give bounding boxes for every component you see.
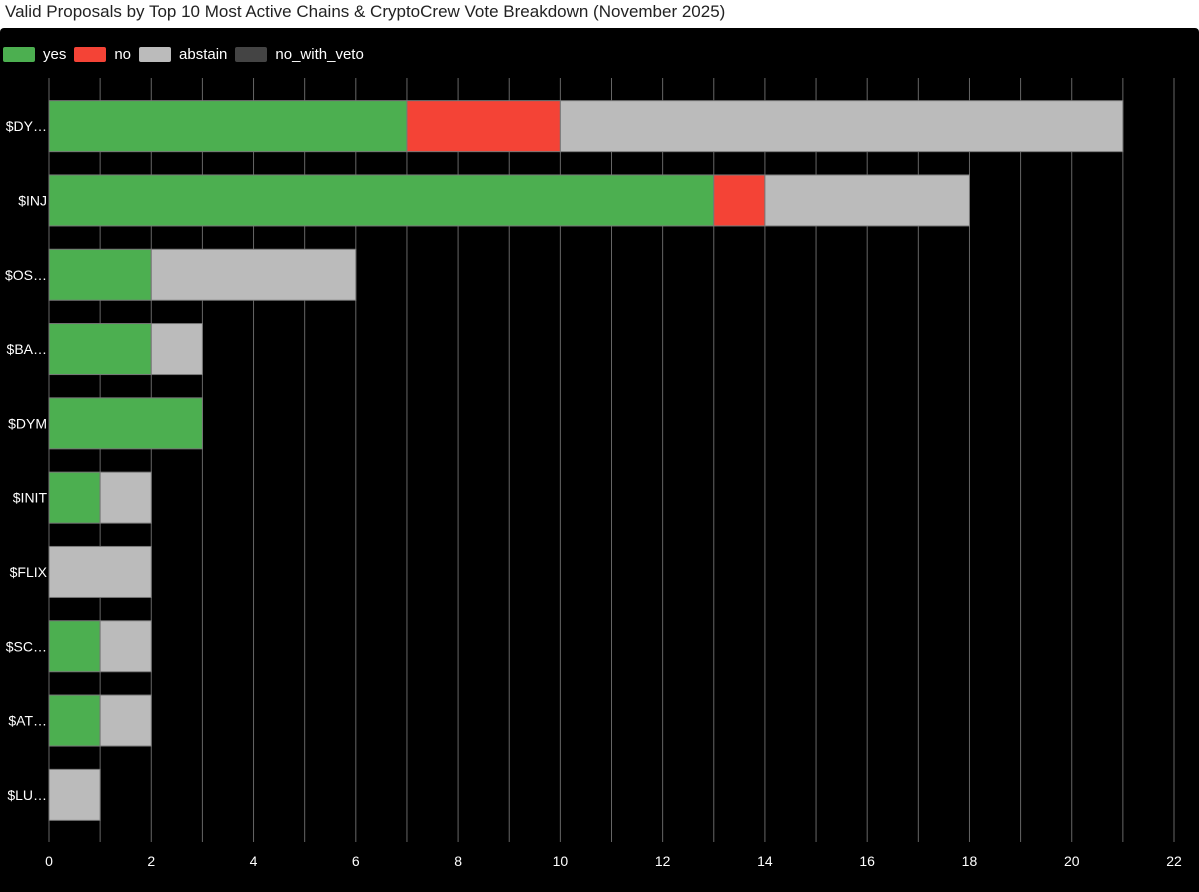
bar-segment-abstain bbox=[764, 174, 970, 227]
y-tick-label: $FLIX bbox=[10, 564, 48, 580]
legend-label: abstain bbox=[179, 45, 228, 63]
chart-legend: yes no abstain no_with_veto bbox=[3, 45, 372, 63]
legend-label: no bbox=[114, 45, 132, 63]
x-tick-label: 4 bbox=[250, 853, 258, 869]
x-tick-label: 8 bbox=[454, 853, 462, 869]
legend-item-abstain[interactable]: abstain bbox=[139, 46, 227, 63]
y-tick-label: $INIT bbox=[13, 490, 48, 506]
y-tick-label: $AT… bbox=[8, 713, 47, 729]
bar-segment-abstain bbox=[150, 248, 357, 301]
legend-label: no_with_veto bbox=[275, 45, 364, 63]
bar-segment-no bbox=[713, 174, 766, 227]
title-bar: Valid Proposals by Top 10 Most Active Ch… bbox=[0, 0, 1199, 28]
y-tick-label: $INJ bbox=[18, 192, 47, 208]
bar-segment-yes bbox=[48, 471, 101, 524]
y-tick-label: $DY… bbox=[6, 118, 47, 134]
legend-item-yes[interactable]: yes bbox=[3, 46, 66, 63]
y-tick-label: $BA… bbox=[7, 341, 47, 357]
y-tick-label: $DYM bbox=[8, 415, 47, 431]
legend-item-no[interactable]: no bbox=[74, 46, 131, 63]
bar-segment-yes bbox=[48, 174, 715, 227]
y-tick-label: $OS… bbox=[5, 267, 47, 283]
x-tick-label: 14 bbox=[757, 853, 773, 869]
bar-segment-yes bbox=[48, 100, 408, 153]
bar-segment-yes bbox=[48, 248, 152, 301]
bar-segment-no bbox=[406, 100, 561, 153]
bar-segment-abstain bbox=[99, 620, 152, 673]
chart-panel bbox=[0, 28, 1199, 892]
bar-segment-abstain bbox=[559, 100, 1124, 153]
bar-segment-yes bbox=[48, 620, 101, 673]
bar-segment-yes bbox=[48, 397, 203, 450]
x-tick-label: 0 bbox=[45, 853, 53, 869]
legend-swatch bbox=[74, 46, 107, 62]
x-tick-label: 20 bbox=[1064, 853, 1080, 869]
legend-item-no_with_veto[interactable]: no_with_veto bbox=[235, 45, 364, 63]
bar-segment-abstain bbox=[150, 323, 203, 376]
x-tick-label: 2 bbox=[147, 853, 155, 869]
legend-swatch bbox=[139, 46, 172, 62]
bar-segment-yes bbox=[48, 323, 152, 376]
x-tick-label: 18 bbox=[962, 853, 978, 869]
chart-title: Valid Proposals by Top 10 Most Active Ch… bbox=[5, 2, 726, 21]
bar-segment-yes bbox=[48, 694, 101, 747]
bar-segment-abstain bbox=[99, 694, 152, 747]
legend-swatch bbox=[3, 46, 35, 62]
y-tick-label: $LU… bbox=[7, 787, 47, 803]
x-tick-label: 10 bbox=[553, 853, 569, 869]
bar-segment-abstain bbox=[99, 471, 152, 524]
legend-label: yes bbox=[43, 45, 67, 63]
bar-segment-abstain bbox=[48, 768, 101, 821]
y-tick-label: $SC… bbox=[6, 638, 47, 654]
bar-segment-abstain bbox=[48, 545, 152, 598]
x-tick-label: 16 bbox=[859, 853, 875, 869]
x-tick-label: 12 bbox=[655, 853, 671, 869]
legend-swatch bbox=[235, 46, 268, 62]
x-tick-label: 6 bbox=[352, 853, 360, 869]
x-tick-label: 22 bbox=[1166, 853, 1182, 869]
